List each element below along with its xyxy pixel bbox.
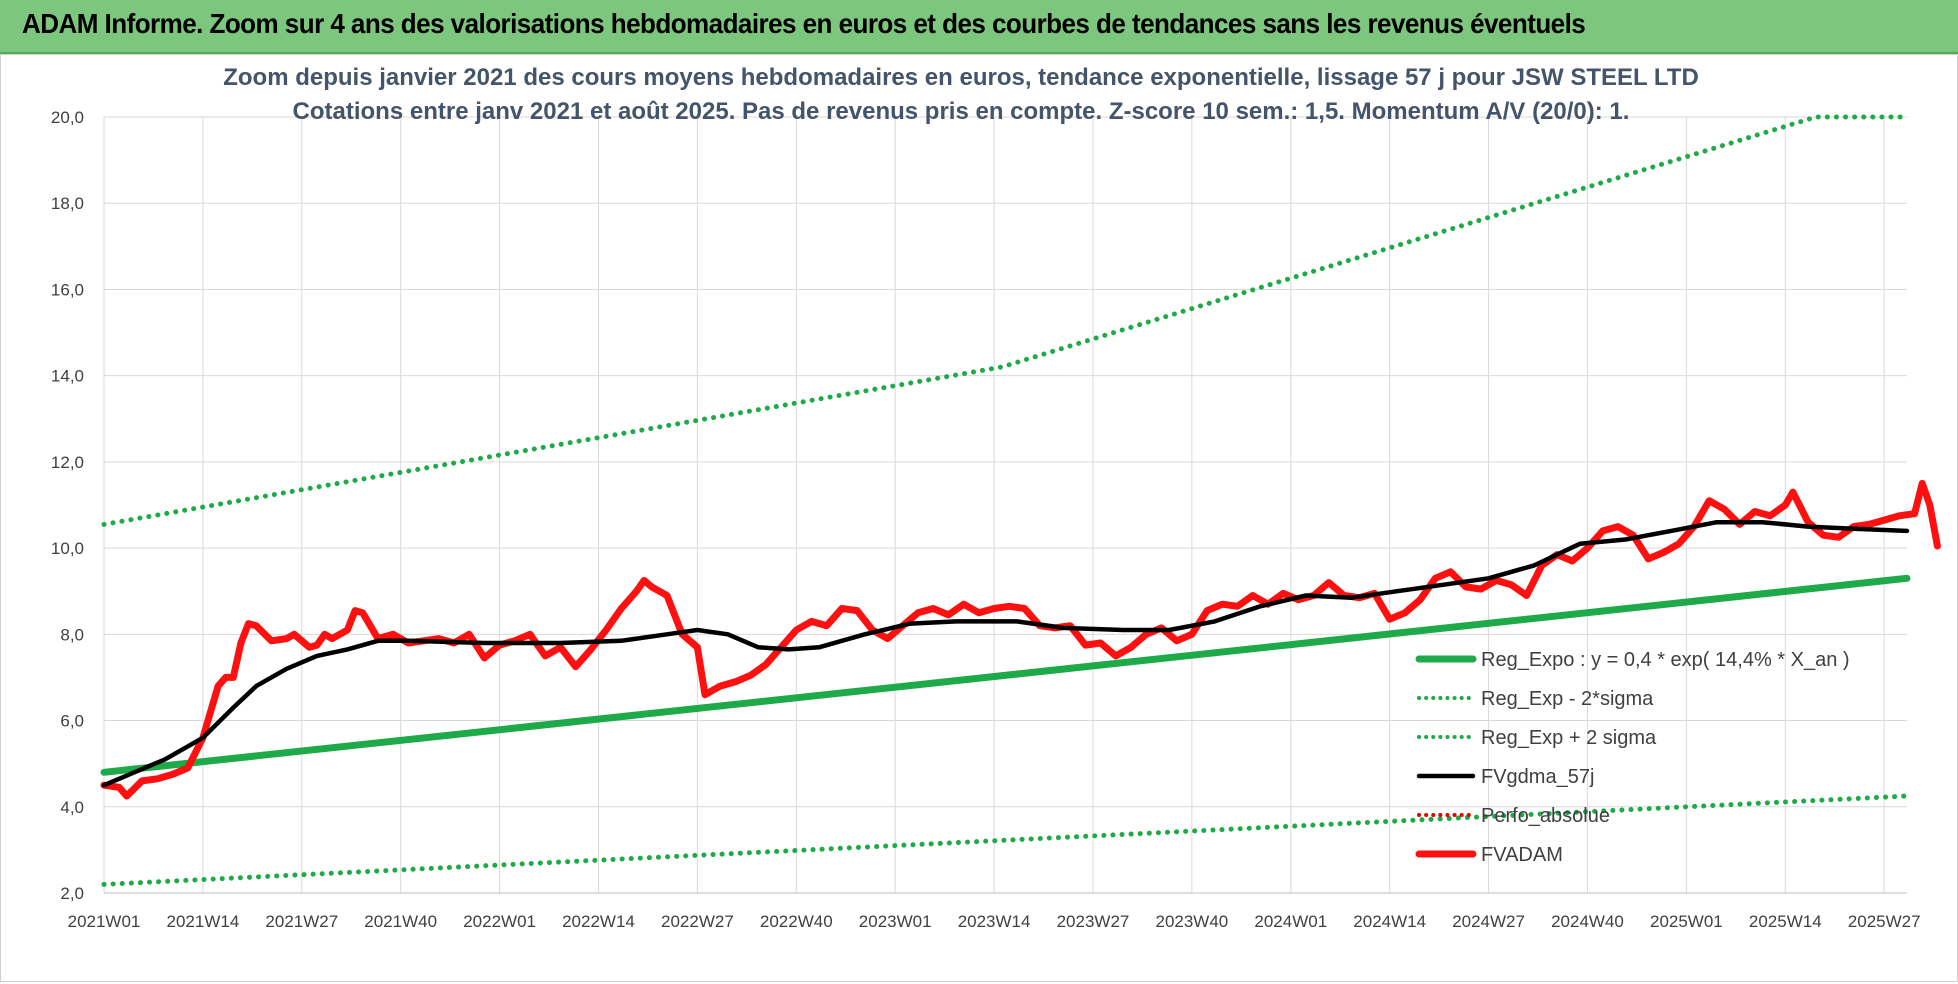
series-line-3 [101, 519, 1910, 788]
chart-subtitle: Cotations entre janv 2021 et août 2025. … [293, 98, 1630, 125]
x-tick-label: 2024W01 [1254, 912, 1327, 931]
series-layer [100, 114, 1941, 887]
x-tick-label: 2024W40 [1551, 912, 1624, 931]
legend-label: Reg_Exp - 2*sigma [1481, 688, 1654, 710]
x-tick-label: 2022W27 [661, 912, 734, 931]
x-tick-label: 2021W27 [265, 912, 338, 931]
series-line-0 [100, 574, 1911, 776]
x-tick-label: 2024W14 [1353, 912, 1426, 931]
x-tick-label: 2023W14 [958, 912, 1031, 931]
x-tick-label: 2022W01 [463, 912, 536, 931]
x-tick-label: 2023W40 [1155, 912, 1228, 931]
series-line-5 [100, 479, 1941, 800]
y-tick-label: 20,0 [51, 108, 84, 127]
x-tick-label: 2022W14 [562, 912, 635, 931]
legend: Reg_Expo : y = 0,4 * exp( 14,4% * X_an )… [1415, 649, 1850, 866]
y-tick-label: 12,0 [51, 453, 84, 472]
line-chart: Zoom depuis janvier 2021 des cours moyen… [51, 64, 1941, 931]
header-banner: ADAM Informe. Zoom sur 4 ans des valoris… [0, 0, 1958, 54]
legend-label: Reg_Expo : y = 0,4 * exp( 14,4% * X_an ) [1481, 649, 1850, 671]
legend-label: FVgdma_57j [1481, 766, 1594, 788]
x-tick-label: 2021W40 [364, 912, 437, 931]
x-tick-label: 2023W27 [1057, 912, 1130, 931]
y-tick-label: 16,0 [51, 280, 84, 299]
y-tick-label: 4,0 [60, 798, 84, 817]
y-tick-label: 2,0 [60, 884, 84, 903]
grid-layer [103, 116, 1907, 894]
y-tick-label: 6,0 [60, 712, 84, 731]
series-line-2 [101, 114, 1910, 527]
x-tick-label: 2021W14 [167, 912, 240, 931]
x-tick-label: 2025W14 [1749, 912, 1822, 931]
legend-label: Reg_Exp + 2 sigma [1481, 727, 1657, 749]
page-title: ADAM Informe. Zoom sur 4 ans des valoris… [22, 8, 1586, 39]
y-tick-label: 14,0 [51, 367, 84, 386]
chart-title: Zoom depuis janvier 2021 des cours moyen… [223, 64, 1699, 91]
y-tick-label: 18,0 [51, 194, 84, 213]
x-tick-label: 2023W01 [859, 912, 932, 931]
x-axis-ticks: 2021W01 2021W14 2021W27 2021W40 2022W01 2022W… [68, 912, 1921, 931]
x-tick-label: 2024W27 [1452, 912, 1525, 931]
x-tick-label: 2025W01 [1650, 912, 1723, 931]
legend-label: FVADAM [1481, 844, 1563, 866]
y-axis-ticks: 2,0 4,0 6,0 8,0 10,0 12,0 14,0 16,0 18,0 20,0 [51, 108, 84, 903]
y-tick-label: 8,0 [60, 625, 84, 644]
legend-label: Perfo_absolue [1481, 805, 1610, 827]
x-tick-label: 2022W40 [760, 912, 833, 931]
x-tick-label: 2021W01 [68, 912, 141, 931]
y-tick-label: 10,0 [51, 539, 84, 558]
x-tick-label: 2025W27 [1848, 912, 1921, 931]
chart-frame: Zoom depuis janvier 2021 des cours moyen… [0, 54, 1958, 982]
series-line-1 [101, 793, 1910, 887]
